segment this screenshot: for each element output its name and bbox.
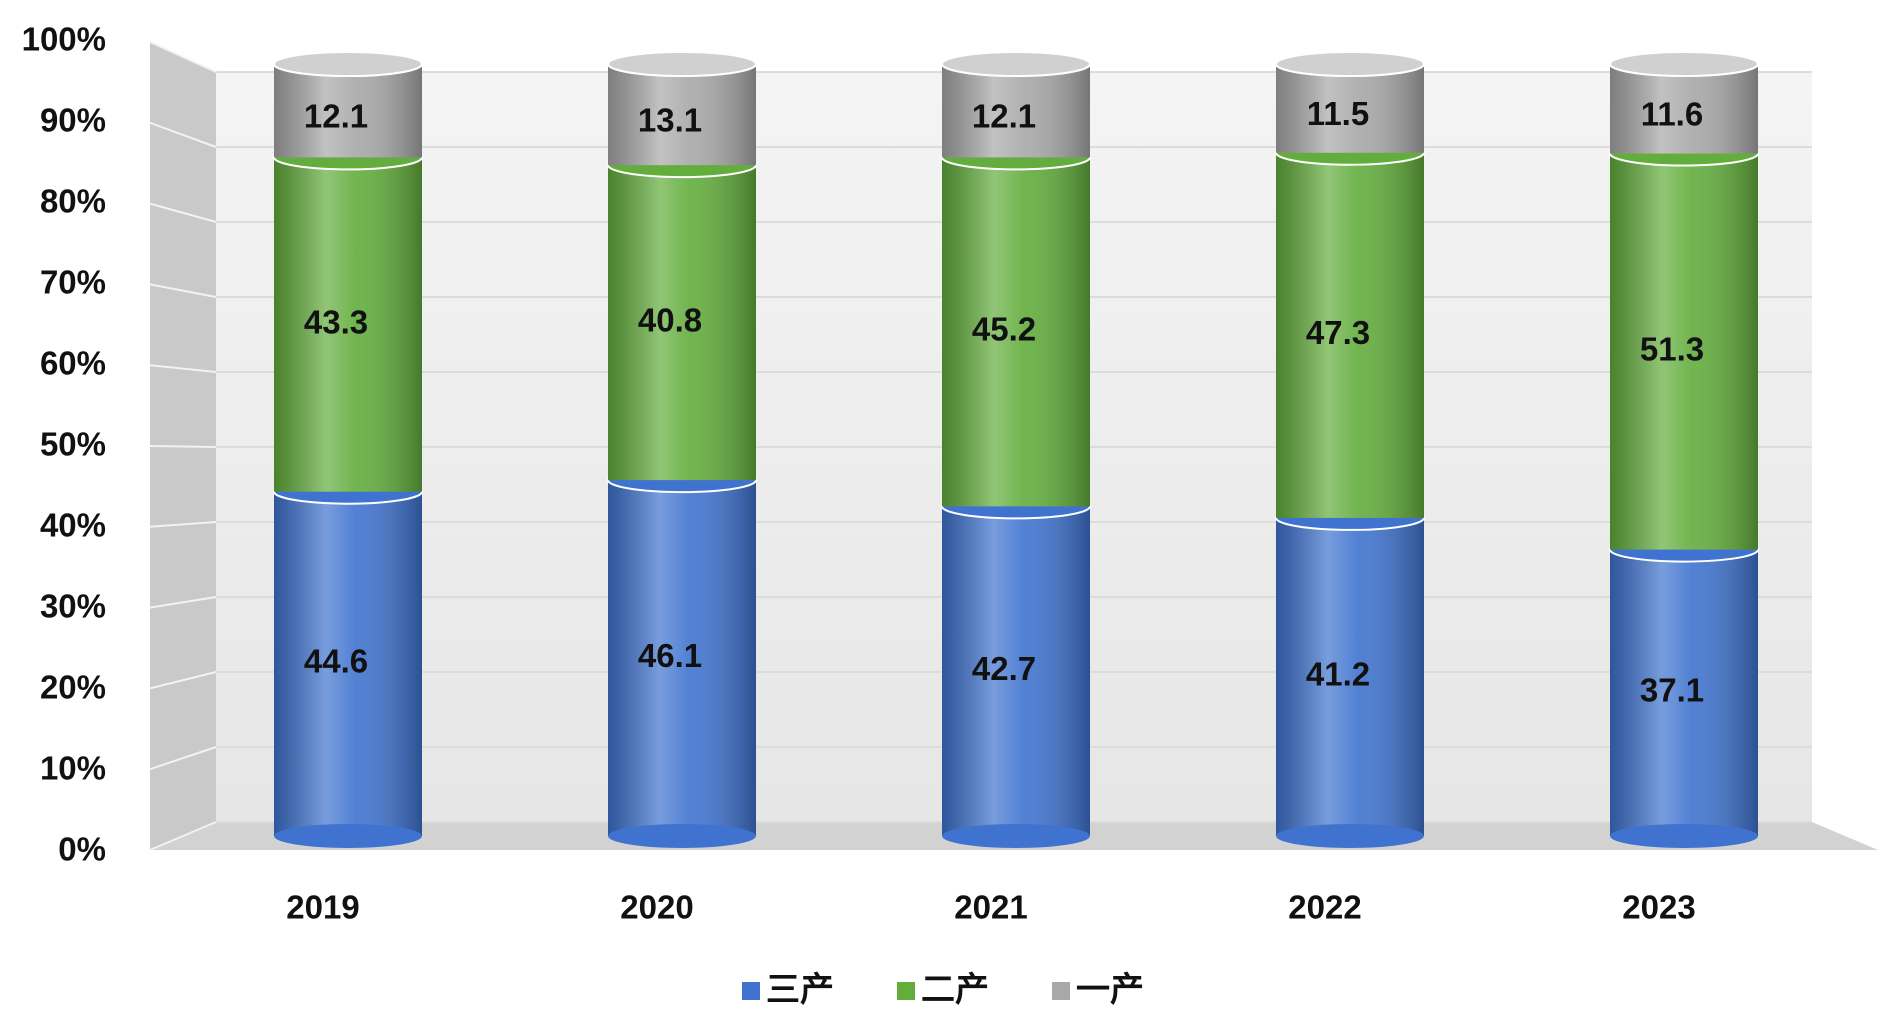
y-tick-label: 50%: [40, 426, 106, 463]
bar-cap: [941, 51, 1091, 77]
data-label: 12.1: [304, 97, 368, 134]
x-tick-label: 2019: [286, 889, 359, 926]
data-label: 42.7: [972, 650, 1036, 687]
data-label: 40.8: [638, 301, 702, 338]
y-tick-label: 30%: [40, 588, 106, 625]
bar-shine: [1610, 549, 1758, 836]
side-grid-line: [149, 202, 217, 223]
y-tick-label: 40%: [40, 507, 106, 544]
legend-swatch: [1052, 982, 1070, 1000]
y-tick-label: 70%: [40, 264, 106, 301]
bar-shine: [1276, 517, 1424, 836]
bar-shine: [942, 64, 1090, 158]
bar-bottom: [608, 824, 756, 848]
bar-shine: [1276, 152, 1424, 518]
legend-swatch: [742, 982, 760, 1000]
data-label: 43.3: [304, 303, 368, 340]
legend-label: 一产: [1076, 971, 1144, 1009]
bar-shine: [1610, 153, 1758, 550]
x-tick-label: 2023: [1622, 889, 1695, 926]
y-tick-label: 60%: [40, 345, 106, 382]
bar-shine: [274, 157, 422, 492]
legend-label: 三产: [766, 971, 834, 1009]
bar-bottom: [1610, 824, 1758, 848]
data-label: 11.5: [1307, 95, 1369, 132]
side-grid-line: [149, 41, 217, 73]
bar-shine: [1610, 64, 1758, 154]
bar-shine: [274, 491, 422, 836]
bar-shine: [1276, 64, 1424, 153]
x-tick-label: 2021: [954, 889, 1027, 926]
side-grid-line: [149, 283, 217, 298]
data-label: 11.6: [1641, 95, 1703, 132]
data-label: 51.3: [1640, 330, 1704, 367]
data-label: 45.2: [972, 311, 1036, 348]
side-grid-line: [149, 671, 217, 690]
y-tick-label: 80%: [40, 183, 106, 220]
data-label: 47.3: [1306, 314, 1370, 351]
legend-label: 二产: [921, 971, 989, 1009]
side-grid-line: [149, 364, 217, 373]
bar-bottom: [942, 824, 1090, 848]
y-tick-label: 90%: [40, 102, 106, 139]
bar-shine: [608, 165, 756, 481]
bar-cap: [1609, 51, 1759, 77]
data-label: 13.1: [638, 101, 702, 138]
bar-bottom: [274, 824, 422, 848]
side-grid-line: [149, 821, 217, 851]
bar-cap: [607, 51, 757, 77]
side-grid-line: [149, 596, 217, 609]
y-tick-label: 0%: [58, 831, 106, 868]
legend-swatch: [897, 982, 915, 1000]
side-grid-line: [149, 445, 217, 448]
bar-cap: [1275, 51, 1425, 77]
y-tick-label: 10%: [40, 750, 106, 787]
data-label: 46.1: [638, 637, 702, 674]
bar-shine: [274, 64, 422, 158]
side-grid-line: [149, 521, 217, 528]
bar-bottom: [1276, 824, 1424, 848]
bar-shine: [608, 480, 756, 836]
data-label: 44.6: [304, 643, 368, 680]
bar-shine: [608, 64, 756, 166]
data-label: 37.1: [1640, 672, 1704, 709]
data-label: 12.1: [972, 97, 1036, 134]
y-tick-label: 20%: [40, 669, 106, 706]
side-grid-line: [149, 121, 217, 148]
bar-shine: [942, 506, 1090, 836]
y-tick-label: 100%: [22, 21, 106, 58]
side-grid-line: [149, 746, 217, 771]
x-tick-label: 2022: [1288, 889, 1361, 926]
x-tick-label: 2020: [620, 889, 693, 926]
data-label: 41.2: [1306, 656, 1370, 693]
bar-shine: [942, 157, 1090, 507]
bar-cap: [273, 51, 423, 77]
